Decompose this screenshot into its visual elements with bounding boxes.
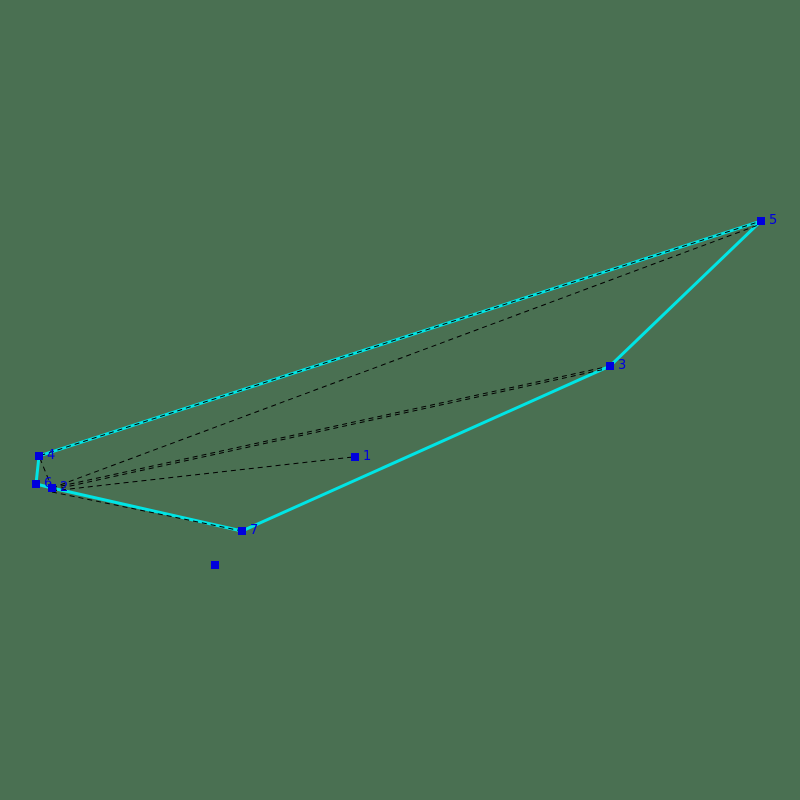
graph-node-5[interactable]: [757, 217, 765, 225]
tour-edge: [51, 223, 762, 489]
tour-edge: [51, 456, 354, 492]
graph-node-6[interactable]: [32, 480, 40, 488]
graph-node-label-7: 7: [250, 523, 259, 538]
graph-node-2[interactable]: [48, 484, 56, 492]
graph-node-4[interactable]: [35, 452, 43, 460]
graph-node-8[interactable]: [211, 561, 219, 569]
tour-edges-layer: [38, 220, 762, 532]
convex-hull-path: [34, 219, 763, 533]
graph-node-label-3: 3: [618, 358, 627, 373]
convex-hull-layer: [34, 219, 763, 533]
graph-node-3[interactable]: [606, 362, 614, 370]
graph-node-label-1: 1: [363, 449, 372, 464]
graph-node-7[interactable]: [238, 527, 246, 535]
graph-node-label-6: 6: [44, 476, 53, 491]
graph-node-label-2: 2: [60, 480, 69, 495]
graph-node-label-4: 4: [47, 448, 56, 463]
tour-edge: [38, 220, 762, 489]
graph-node-1[interactable]: [351, 453, 359, 461]
graph-node-label-5: 5: [769, 213, 778, 228]
tour-edge: [51, 491, 243, 532]
tour-edge: [51, 367, 611, 491]
